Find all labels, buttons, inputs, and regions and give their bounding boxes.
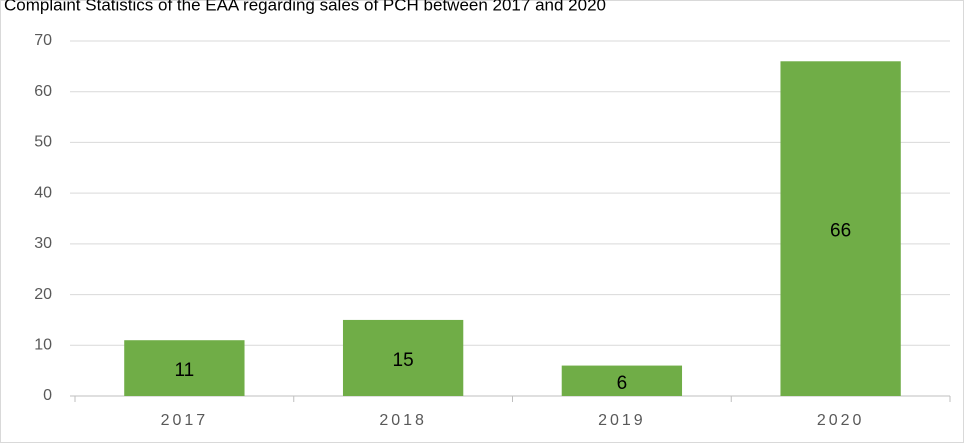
bar [342,319,464,396]
data-label: 6 [617,373,628,394]
y-tick-label: 0 [43,387,52,404]
bar [780,61,901,397]
bar [561,365,683,396]
y-tick-label: 30 [34,235,52,252]
data-label: 66 [830,221,851,242]
x-tick-label: 2019 [598,412,646,429]
x-tick-label: 2018 [379,412,427,429]
y-tick-label: 70 [34,32,52,49]
bar [124,340,245,396]
data-label: 11 [175,360,195,381]
data-label: 15 [393,350,414,371]
y-tick-label: 20 [34,286,52,303]
y-tick-label: 40 [34,184,52,201]
x-tick-label: 2017 [161,412,209,429]
y-tick-label: 50 [34,134,52,151]
x-tick-label: 2020 [817,412,865,429]
y-tick-label: 10 [34,337,52,354]
chart-title: Complaint Statistics of the EAA regardin… [4,0,606,14]
y-tick-label: 60 [34,83,52,100]
